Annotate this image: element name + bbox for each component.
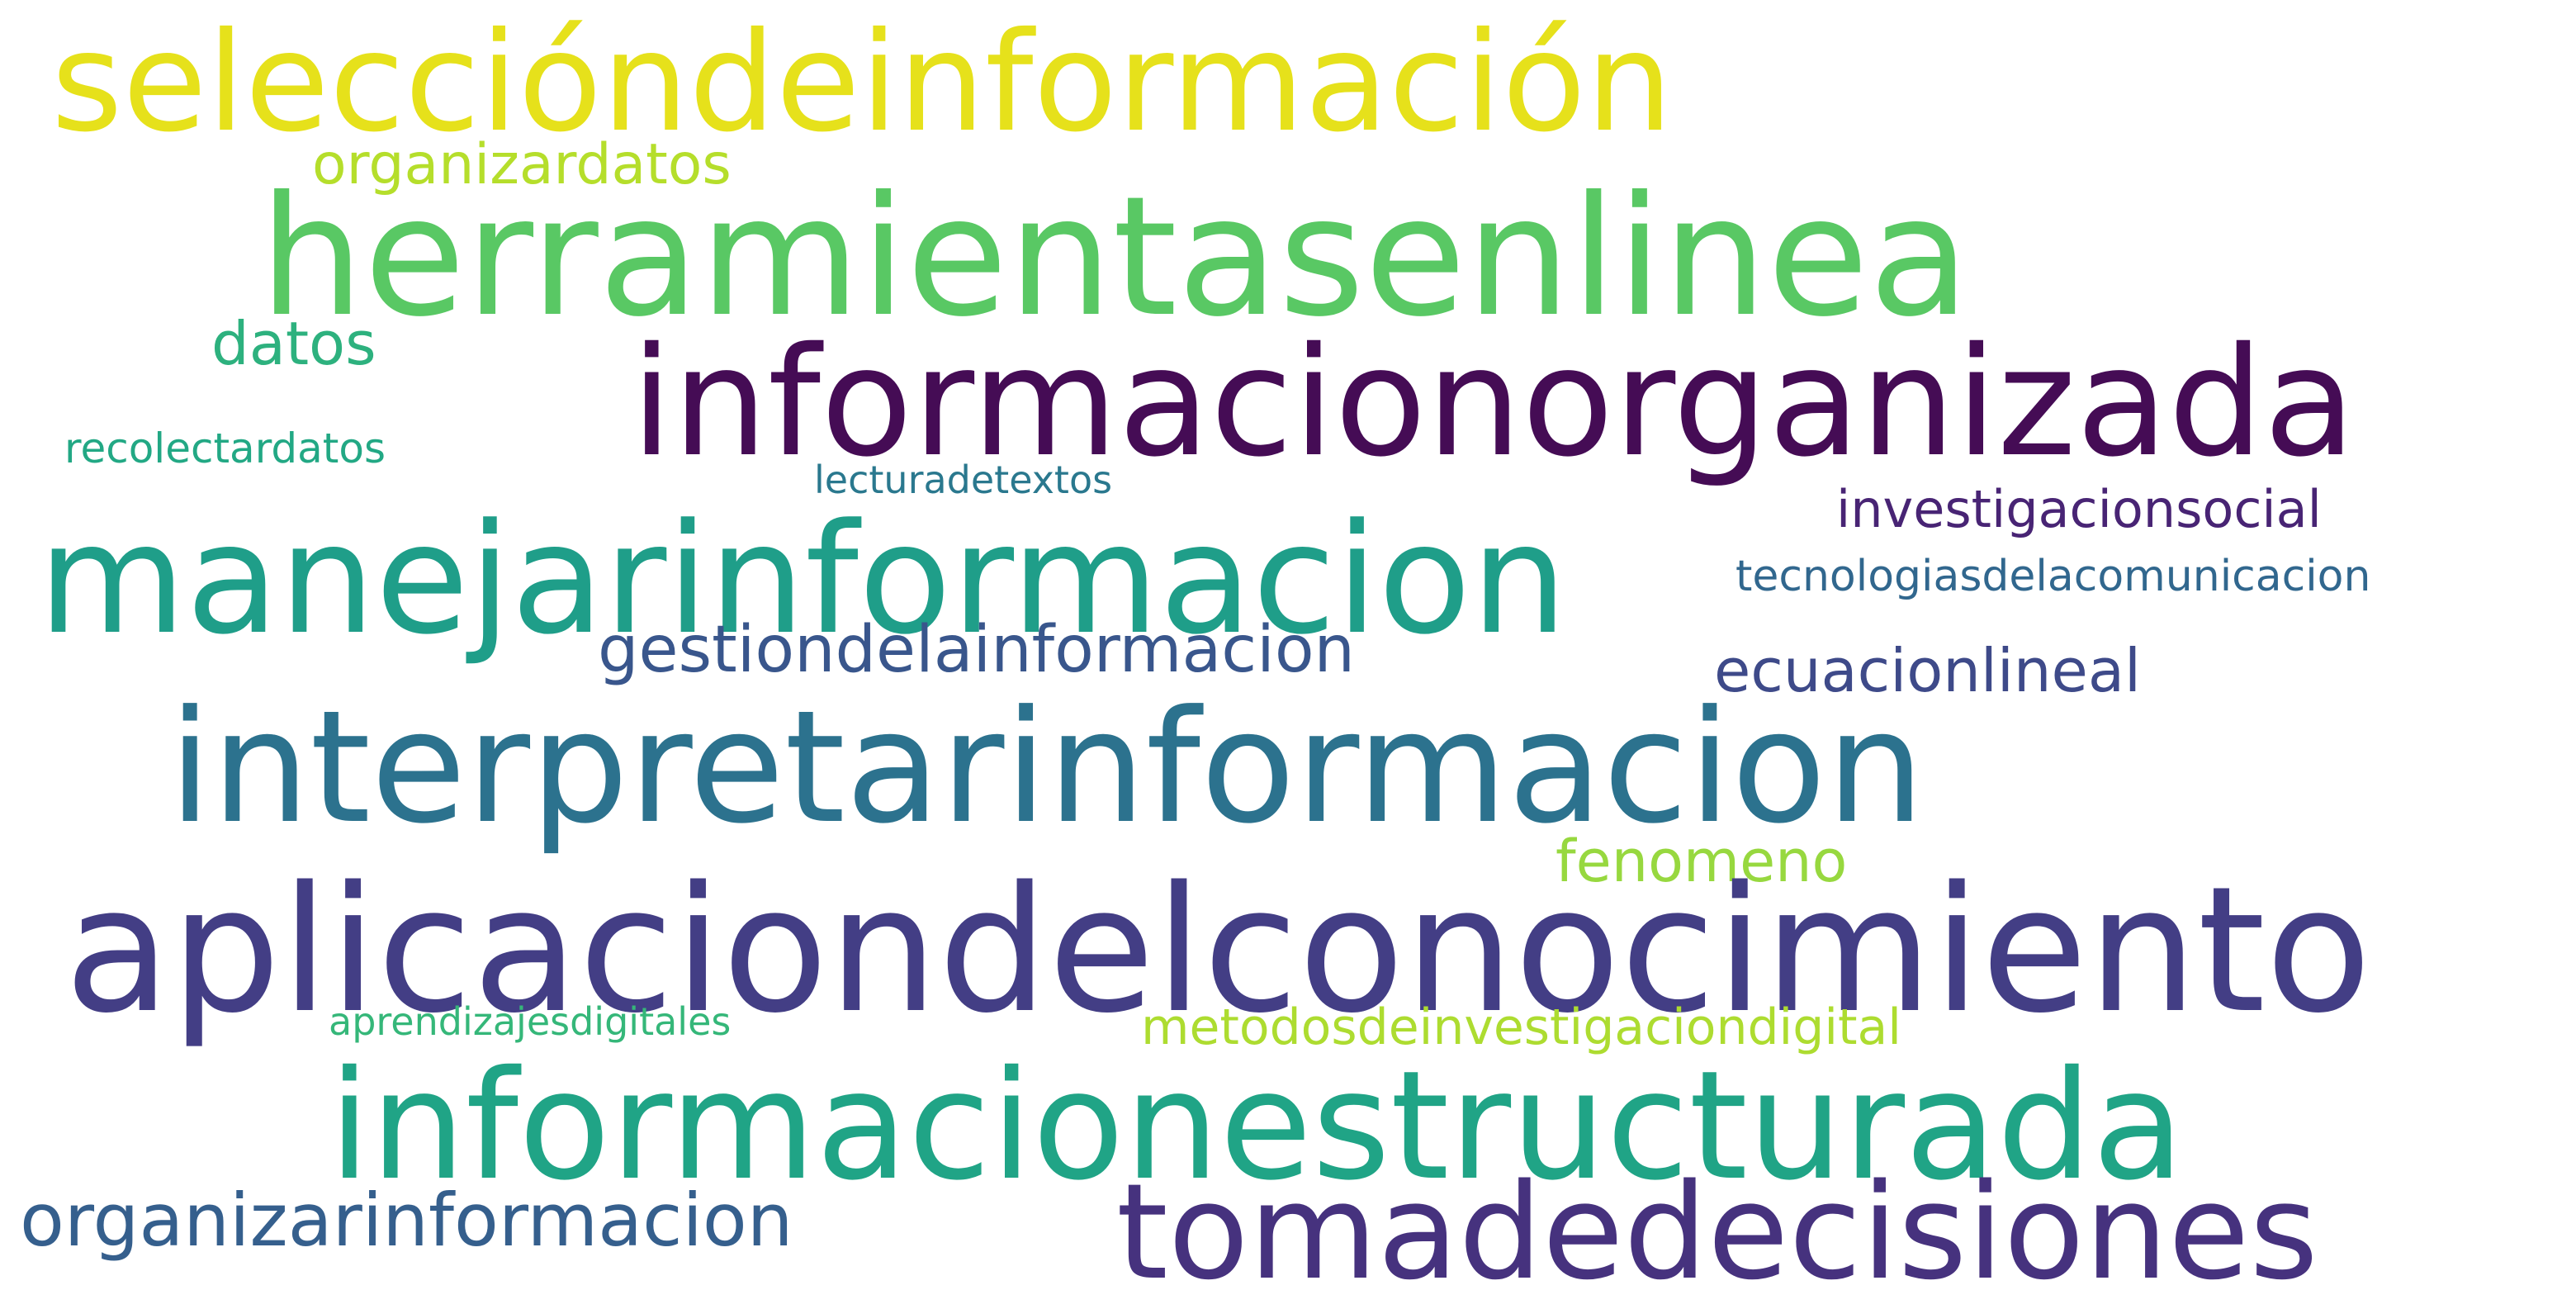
word-fenomeno: fenomeno: [1556, 828, 1848, 895]
word-manejar-informacion: manejarinformacion: [38, 491, 1568, 668]
word-ecuacion-lineal: ecuacionlineal: [1714, 636, 2141, 705]
word-informacion-estructurada: informacionestructurada: [329, 1038, 2185, 1213]
word-aplicacion-del-conocimiento: aplicaciondelconocimiento: [64, 849, 2372, 1051]
word-informacion-organizada: informacionorganizada: [631, 315, 2356, 490]
word-herramientas-en-linea: herramientasenlinea: [259, 161, 1970, 353]
word-tecnologias-de-la-comunicacion: tecnologiasdelacomunicacion: [1735, 552, 2371, 601]
word-aprendizajes-digitales: aprendizajesdigitales: [329, 999, 732, 1044]
word-metodos-de-investigacion-digital: metodosdeinvestigaciondigital: [1141, 998, 1901, 1056]
word-datos: datos: [211, 309, 376, 378]
word-organizar-informacion: organizarinformacion: [20, 1178, 793, 1263]
word-investigacion-social: investigacionsocial: [1836, 479, 2322, 539]
word-organizar-datos: organizardatos: [312, 132, 732, 197]
word-interpretar-informacion: interpretarinformacion: [168, 677, 1925, 858]
word-gestion-de-la-informacion: gestiondelainformacion: [598, 613, 1355, 687]
word-seleccion-de-informacion: seleccióndeinformación: [51, 3, 1674, 163]
word-recolectar-datos: recolectardatos: [64, 424, 386, 472]
word-toma-de-decisiones: tomadedecisiones: [1116, 1155, 2318, 1309]
word-lectura-de-textos: lecturadetextos: [814, 458, 1113, 502]
